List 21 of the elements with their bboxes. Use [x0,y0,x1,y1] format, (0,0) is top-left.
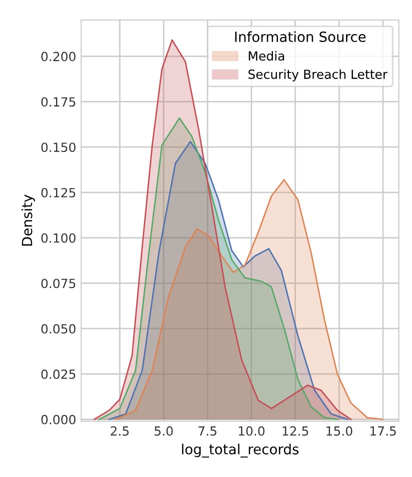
y-tick-label: 0.050 [41,324,76,334]
y-tick-label: 0.100 [41,233,76,243]
legend-title: Information Source [235,31,366,42]
y-tick-label: 0.075 [41,278,76,288]
x-tick-label: 12.5 [282,426,308,436]
legend-label: Security Breach Letter [248,69,388,82]
y-axis-title: Density [22,194,35,246]
y-tick-label: 0.000 [41,414,76,424]
y-tick-label: 0.025 [41,369,76,379]
y-tick-label: 0.200 [41,52,76,62]
y-tick-label: 0.175 [41,97,76,107]
x-tick-label: 17.5 [370,426,396,436]
x-tick-label: 2.5 [110,426,129,436]
x-tick-label: 15.0 [326,426,352,436]
x-tick-label: 10.0 [238,426,264,436]
x-axis-title: log_total_records [182,444,299,458]
y-tick-label: 0.150 [41,142,76,152]
legend-label: Media [248,50,284,61]
y-tick-label: 0.125 [41,188,76,198]
x-tick-label: 7.5 [198,426,216,436]
x-tick-label: 5.0 [154,426,173,436]
